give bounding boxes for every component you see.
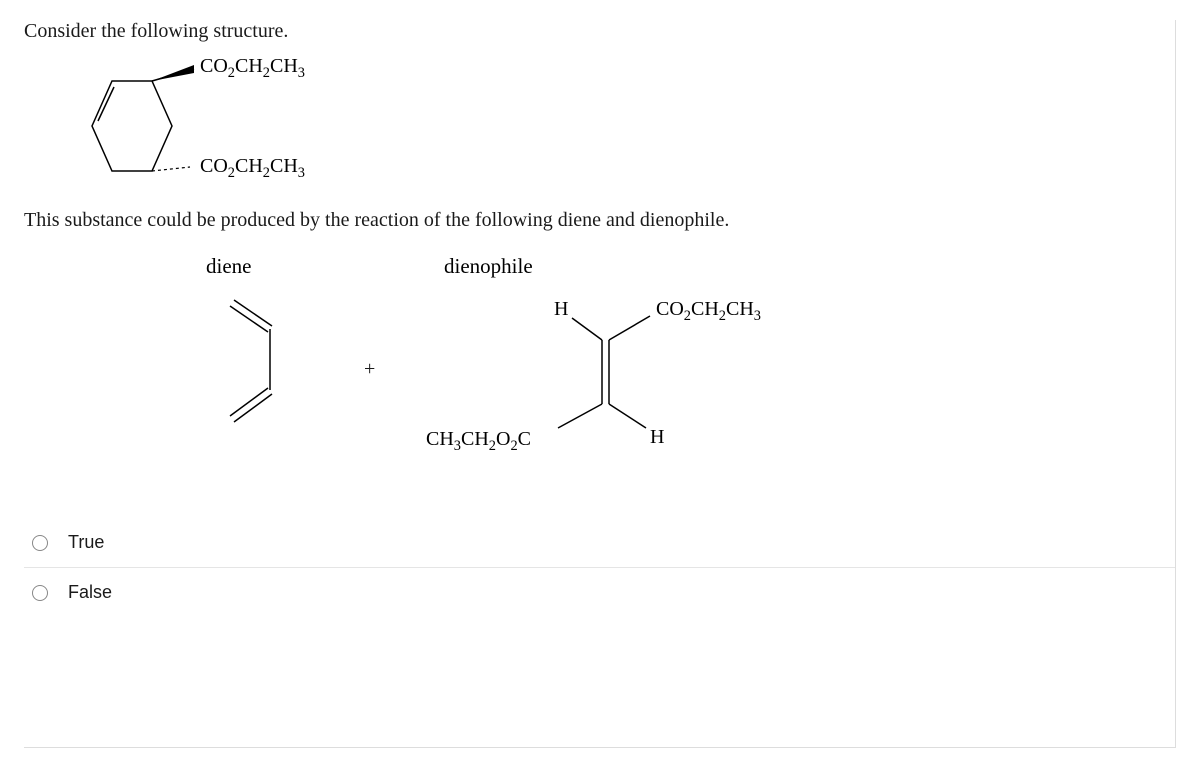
reaction-scheme: diene dienophile + <box>184 248 1175 478</box>
option-false[interactable]: False <box>24 568 1175 617</box>
radio-icon[interactable] <box>32 535 48 551</box>
option-label: True <box>68 532 104 553</box>
radio-icon[interactable] <box>32 585 48 601</box>
dienophile-bottom-left: CH3CH2O2C <box>426 428 531 455</box>
diene-label: diene <box>206 254 251 279</box>
question-container: Consider the following structure. CO2CH2… <box>24 20 1176 748</box>
product-sub-top: CO2CH2CH3 <box>200 55 305 82</box>
option-label: False <box>68 582 112 603</box>
dienophile-label: dienophile <box>444 254 533 279</box>
dienophile-top-left: H <box>554 298 568 321</box>
dienophile-bottom-right: H <box>650 426 664 449</box>
option-true[interactable]: True <box>24 518 1175 568</box>
product-structure: CO2CH2CH3 CO2CH2CH3 <box>82 59 1175 209</box>
prompt-line-2: This substance could be produced by the … <box>24 209 1175 232</box>
dienophile-structure: H CO2CH2CH3 CH3CH2O2C H <box>454 278 774 468</box>
plus-symbol: + <box>364 358 375 381</box>
diene-structure <box>220 298 300 428</box>
prompt-line-1: Consider the following structure. <box>24 20 1175 43</box>
product-sub-bottom: CO2CH2CH3 <box>200 155 305 182</box>
answer-options: True False <box>24 518 1175 617</box>
dienophile-top-right: CO2CH2CH3 <box>656 298 761 325</box>
